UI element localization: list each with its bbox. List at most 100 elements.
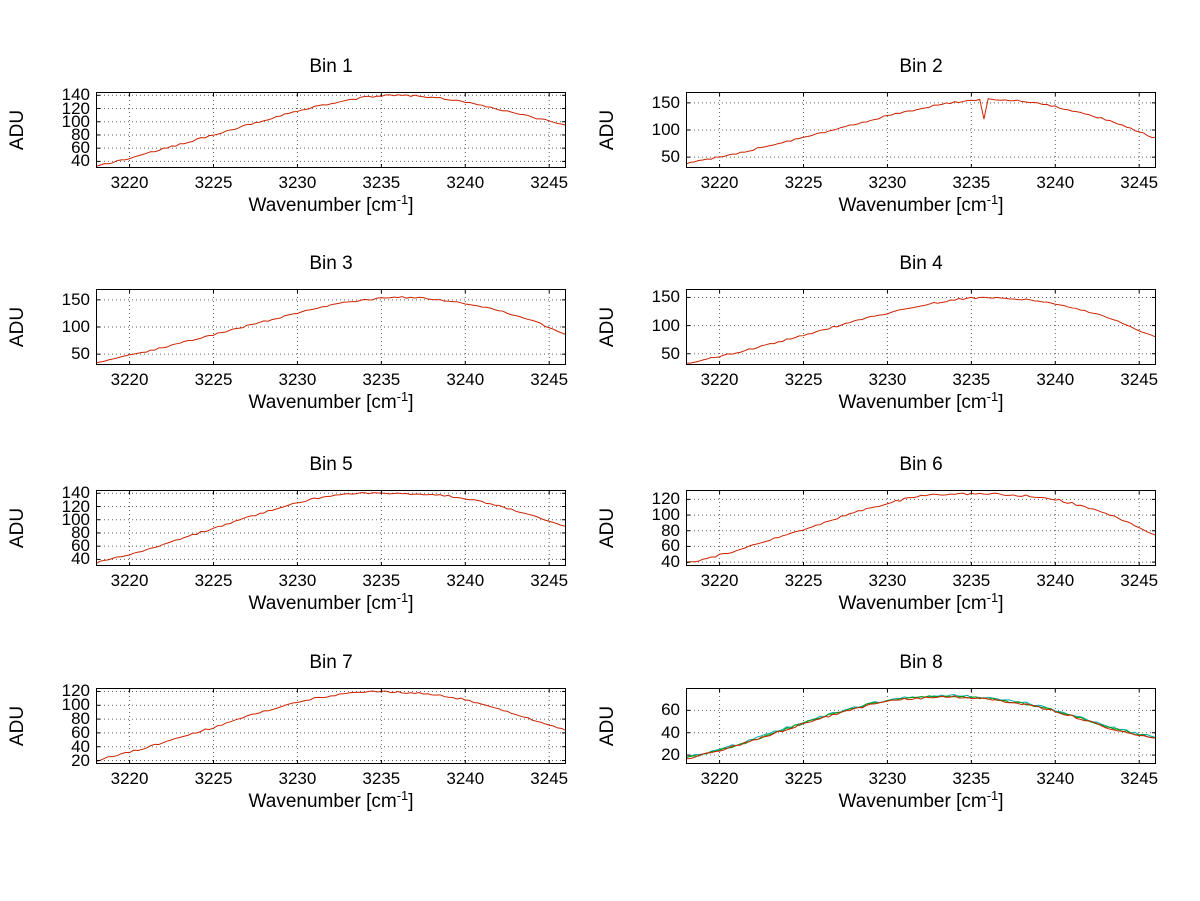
plot-area (96, 688, 566, 764)
x-axis-label: Wavenumber [cm-1] (838, 589, 1004, 614)
y-tick-label: 100 (651, 120, 680, 139)
x-tick-label: 3220 (700, 769, 739, 788)
subplot-bin-3: Bin 3 ADU Wavenumber [cm-1] 3220 3225 3230… (7, 253, 568, 413)
x-tick-label: 3245 (530, 769, 569, 788)
x-tick-label: 3245 (1120, 370, 1159, 389)
plot-title: Bin 4 (899, 253, 943, 274)
y-tick-label: 120 (61, 98, 90, 118)
x-tick-label: 3235 (362, 173, 401, 192)
x-tick-label: 3235 (952, 571, 991, 590)
x-tick-label: 3240 (446, 370, 485, 389)
plot-title: Bin 3 (309, 253, 353, 274)
x-tick-label: 3225 (784, 769, 823, 788)
x-tick-label: 3245 (1120, 769, 1159, 788)
y-tick-label: 150 (61, 289, 90, 309)
x-tick-label: 3225 (194, 769, 233, 788)
subplot-bin-1: Bin 1 ADU Wavenumber [cm-1] 3220 3225 3230… (7, 56, 568, 216)
x-tick-label: 3240 (446, 571, 485, 590)
subplot-bin-6: Bin 6 ADU Wavenumber [cm-1] 3220 3225 3230… (597, 454, 1158, 614)
x-tick-label: 3225 (194, 173, 233, 192)
data-trace-trace-red (686, 695, 1156, 760)
x-tick-label: 3220 (700, 173, 739, 192)
x-tick-label: 3225 (784, 571, 823, 590)
y-tick-label: 100 (61, 317, 90, 336)
plot-area (686, 490, 1156, 566)
x-tick-label: 3225 (194, 571, 233, 590)
x-tick-label: 3230 (278, 370, 317, 389)
x-tick-label: 3240 (1036, 769, 1075, 788)
x-tick-label: 3235 (362, 370, 401, 389)
x-tick-label: 3245 (530, 173, 569, 192)
plot-canvas (96, 92, 566, 168)
x-tick-label: 3240 (1036, 370, 1075, 389)
x-tick-label: 3220 (110, 769, 149, 788)
x-tick-label: 3230 (868, 370, 907, 389)
y-axis-label: ADU (597, 109, 618, 151)
y-axis-label: ADU (7, 507, 28, 549)
x-axis-label: Wavenumber [cm-1] (248, 589, 414, 614)
y-tick-label: 80 (71, 709, 90, 729)
axes-box (686, 490, 1156, 566)
x-tick-label: 3240 (1036, 173, 1075, 192)
subplot-bin-7: Bin 7 ADU Wavenumber [cm-1] 3220 3225 3230… (7, 652, 568, 812)
x-tick-label: 3245 (530, 370, 569, 389)
y-tick-label: 100 (651, 505, 680, 525)
y-axis-label: ADU (597, 306, 618, 348)
plot-title: Bin 7 (309, 652, 353, 673)
x-tick-label: 3225 (194, 370, 233, 389)
x-tick-label: 3230 (868, 769, 907, 788)
x-tick-label: 3235 (952, 173, 991, 192)
y-tick-label: 140 (61, 85, 90, 105)
x-tick-label: 3220 (110, 370, 149, 389)
y-tick-label: 40 (71, 549, 90, 569)
data-trace-spectrum (686, 296, 1156, 364)
x-axis-label: Wavenumber [cm-1] (838, 388, 1004, 413)
x-tick-label: 3235 (362, 571, 401, 590)
x-tick-label: 3230 (278, 769, 317, 788)
y-tick-label: 20 (661, 745, 680, 765)
x-tick-label: 3240 (446, 173, 485, 192)
x-tick-label: 3220 (110, 571, 149, 590)
x-tick-label: 3220 (700, 370, 739, 389)
plot-canvas (686, 92, 1156, 168)
x-axis-label: Wavenumber [cm-1] (248, 191, 414, 216)
axes-box (686, 688, 1156, 764)
y-tick-label: 60 (71, 536, 90, 556)
data-trace-spectrum (686, 492, 1156, 564)
plot-title: Bin 1 (309, 56, 353, 77)
data-trace-spectrum (96, 94, 566, 168)
x-tick-label: 3220 (110, 173, 149, 192)
data-trace-spectrum (96, 296, 566, 364)
y-tick-label: 80 (71, 522, 90, 542)
x-tick-label: 3245 (1120, 571, 1159, 590)
x-axis-label: Wavenumber [cm-1] (248, 388, 414, 413)
y-tick-label: 40 (71, 151, 90, 171)
data-trace-spectrum (686, 98, 1156, 165)
x-tick-label: 3230 (278, 571, 317, 590)
plot-title: Bin 8 (899, 652, 943, 673)
x-tick-label: 3245 (1120, 173, 1159, 192)
x-axis-label: Wavenumber [cm-1] (838, 191, 1004, 216)
plot-area (96, 490, 566, 566)
y-tick-label: 120 (651, 489, 680, 509)
x-tick-label: 3230 (868, 571, 907, 590)
y-axis-label: ADU (7, 109, 28, 151)
plot-area (686, 289, 1156, 365)
y-tick-label: 40 (661, 722, 680, 742)
plot-area (96, 92, 566, 168)
y-tick-label: 60 (661, 536, 680, 556)
plot-canvas (96, 289, 566, 365)
x-tick-label: 3235 (362, 769, 401, 788)
axes-box (686, 289, 1156, 365)
y-tick-label: 50 (71, 344, 90, 364)
plot-canvas (686, 490, 1156, 566)
y-axis-label: ADU (597, 705, 618, 747)
subplot-bin-2: Bin 2 ADU Wavenumber [cm-1] 3220 3225 3230… (597, 56, 1158, 216)
plot-area (96, 289, 566, 365)
subplot-bin-5: Bin 5 ADU Wavenumber [cm-1] 3220 3225 3230… (7, 454, 568, 614)
y-tick-label: 40 (71, 736, 90, 756)
x-tick-label: 3240 (1036, 571, 1075, 590)
subplot-bin-8: Bin 8 ADU Wavenumber [cm-1] 3220 3225 3230… (597, 652, 1158, 812)
x-tick-label: 3230 (868, 173, 907, 192)
